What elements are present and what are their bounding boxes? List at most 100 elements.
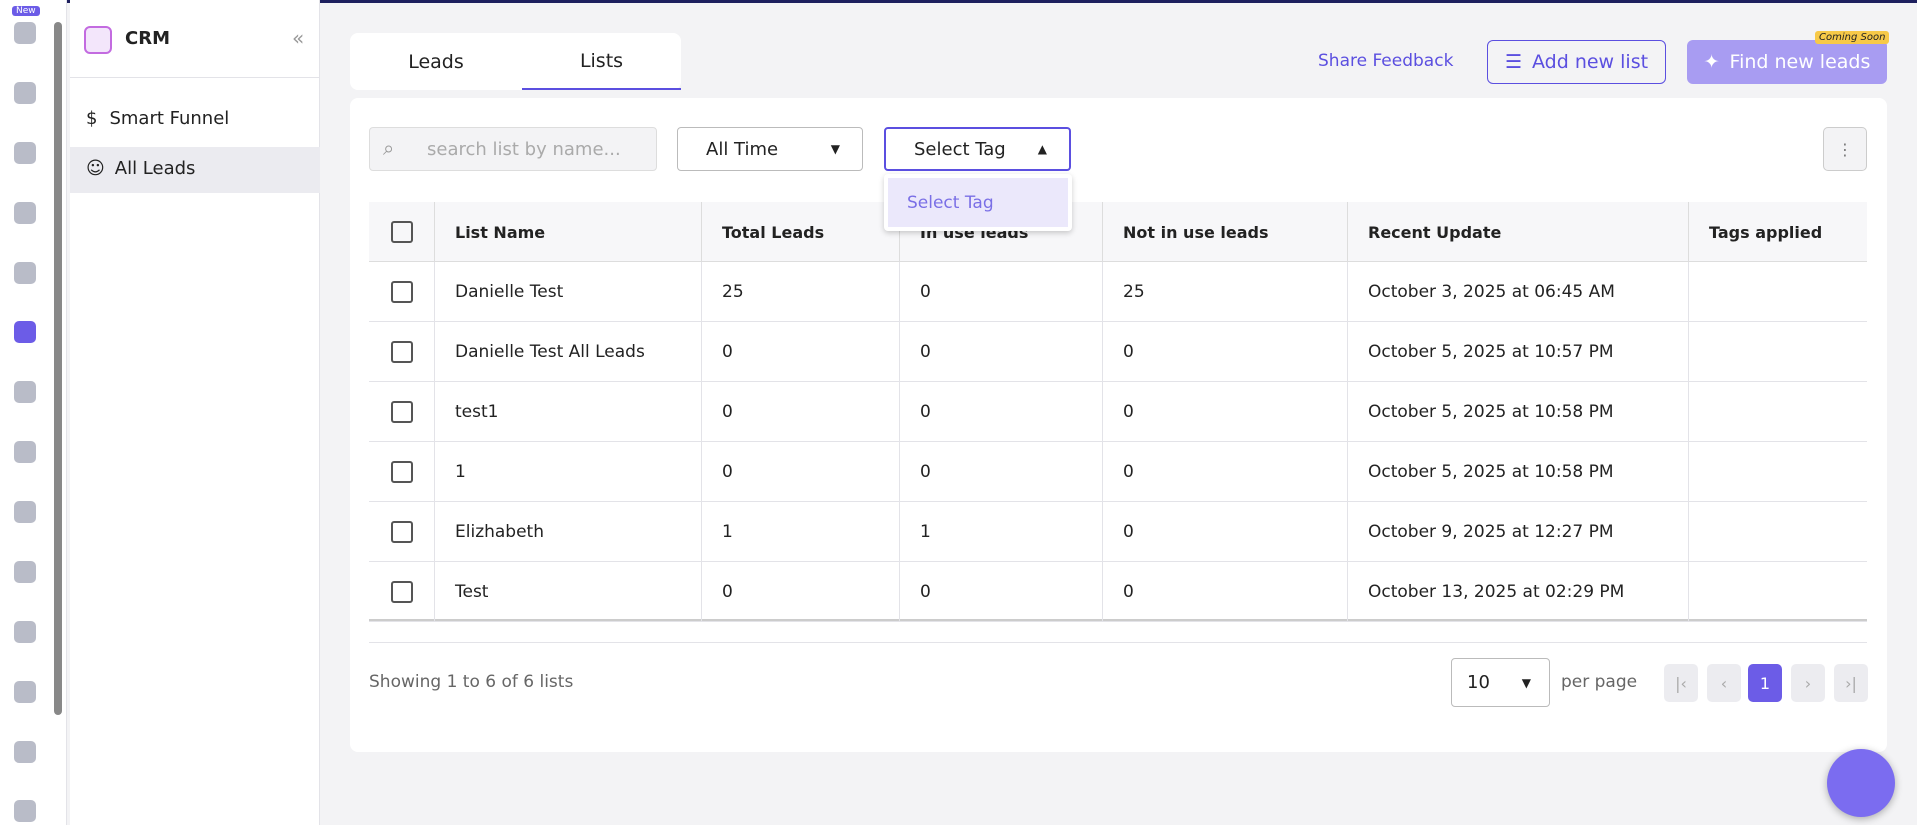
divider <box>369 642 1867 643</box>
icon[interactable] <box>14 262 36 284</box>
table-cell: October 5, 2025 at 10:57 PM <box>1347 322 1688 382</box>
column-header: List Name <box>434 202 701 262</box>
table-cell: October 5, 2025 at 10:58 PM <box>1347 442 1688 502</box>
chat-button[interactable] <box>1827 749 1895 817</box>
row-checkbox[interactable] <box>391 521 413 543</box>
table-cell: Danielle Test <box>434 262 701 322</box>
logo <box>84 26 112 54</box>
table-cell: 1 <box>434 442 701 502</box>
table-cell <box>1688 322 1867 382</box>
icon[interactable] <box>14 381 36 403</box>
tab[interactable]: Leads <box>408 50 464 73</box>
coming-soon-badge: Coming Soon <box>1815 31 1890 44</box>
last-page[interactable]: ›| <box>1834 664 1868 702</box>
row-checkbox[interactable] <box>391 341 413 363</box>
dropdown-option[interactable]: Select Tag <box>888 178 1068 227</box>
feedback-link[interactable]: Share Feedback <box>1318 51 1454 71</box>
collapse[interactable]: « <box>292 26 305 50</box>
per-page-select[interactable]: 10 ▼ <box>1451 658 1550 707</box>
icon[interactable] <box>14 561 36 583</box>
table-cell: 0 <box>1102 502 1347 562</box>
add-list-button[interactable]: ☰ Add new list <box>1487 40 1666 84</box>
nav-label: Smart Funnel <box>109 108 230 129</box>
next-page[interactable]: › <box>1791 664 1825 702</box>
tab-active[interactable]: Lists <box>522 33 681 90</box>
icon-rail: New <box>0 0 67 825</box>
per-page-label: per page <box>1561 672 1638 692</box>
table-cell: 0 <box>899 382 1102 442</box>
icon[interactable] <box>14 741 36 763</box>
more-button[interactable]: ⋮ <box>1823 127 1867 171</box>
search-input[interactable]: search list by name... <box>369 127 657 171</box>
sidebar: CRM « $ Smart Funnel ☺ All Leads <box>70 0 320 825</box>
find-leads-button[interactable]: ✦ Find new leads <box>1687 40 1887 84</box>
icon[interactable] <box>14 501 36 523</box>
row <box>369 502 1867 562</box>
nav-item[interactable]: $ Smart Funnel <box>86 108 230 129</box>
table-cell: 25 <box>701 262 899 322</box>
dropdown: Select Tag <box>884 174 1072 231</box>
row-checkbox[interactable] <box>391 461 413 483</box>
row-checkbox[interactable] <box>391 581 413 603</box>
table-cell: 0 <box>1102 442 1347 502</box>
icon-active[interactable] <box>14 321 36 343</box>
icon[interactable] <box>14 142 36 164</box>
table-cell: 0 <box>701 322 899 382</box>
table-cell: Test <box>434 562 701 622</box>
table-cell: 0 <box>899 562 1102 622</box>
prev-page[interactable]: ‹ <box>1707 664 1741 702</box>
table-cell: 0 <box>899 442 1102 502</box>
table-cell <box>1688 382 1867 442</box>
select-all-checkbox[interactable] <box>391 221 413 243</box>
table: List Name Total Leads In use leads Not in u… <box>369 202 1867 622</box>
table-cell: 0 <box>701 562 899 622</box>
sidebar-title: CRM <box>125 28 170 49</box>
table-cell: October 3, 2025 at 06:45 AM <box>1347 262 1688 322</box>
time-select[interactable]: All Time ▼ <box>677 127 863 171</box>
icon[interactable] <box>14 621 36 643</box>
table-cell: 0 <box>701 382 899 442</box>
search-icon: ⌕ <box>383 136 395 160</box>
table-cell: 1 <box>701 502 899 562</box>
icon[interactable] <box>14 441 36 463</box>
select-value: 10 <box>1467 672 1490 693</box>
header-row <box>369 202 1867 262</box>
row <box>369 322 1867 382</box>
column-header: Tags applied <box>1688 202 1867 262</box>
new-badge: New <box>12 6 40 16</box>
table-cell: 0 <box>701 442 899 502</box>
icon[interactable] <box>14 22 36 44</box>
scrollbar[interactable] <box>54 22 62 715</box>
table-cell <box>1688 502 1867 562</box>
table-cell: Elizhabeth <box>434 502 701 562</box>
icon[interactable] <box>14 202 36 224</box>
row-checkbox[interactable] <box>391 401 413 423</box>
page-button[interactable]: 1 <box>1748 664 1782 702</box>
top-bar <box>0 0 1917 3</box>
first-page[interactable]: |‹ <box>1664 664 1698 702</box>
row <box>369 382 1867 442</box>
row <box>369 262 1867 322</box>
table-cell: 0 <box>899 322 1102 382</box>
table-cell: 1 <box>899 502 1102 562</box>
table-cell: Danielle Test All Leads <box>434 322 701 382</box>
icon[interactable] <box>14 681 36 703</box>
tag-select[interactable]: Select Tag ▲ <box>884 127 1071 171</box>
nav-active[interactable] <box>70 147 320 193</box>
row <box>369 562 1867 622</box>
table-cell: October 13, 2025 at 02:29 PM <box>1347 562 1688 622</box>
nav-item[interactable]: ☺ All Leads <box>86 158 196 179</box>
table-cell <box>1688 442 1867 502</box>
row <box>369 442 1867 502</box>
column-header: Total Leads <box>701 202 899 262</box>
nav-label: All Leads <box>114 158 196 179</box>
table-cell: test1 <box>434 382 701 442</box>
icon[interactable] <box>14 800 36 822</box>
icon[interactable] <box>14 82 36 104</box>
table-cell: October 5, 2025 at 10:58 PM <box>1347 382 1688 442</box>
table-cell: 0 <box>1102 562 1347 622</box>
table-cell: 25 <box>1102 262 1347 322</box>
table-cell <box>1688 562 1867 622</box>
row-checkbox[interactable] <box>391 281 413 303</box>
